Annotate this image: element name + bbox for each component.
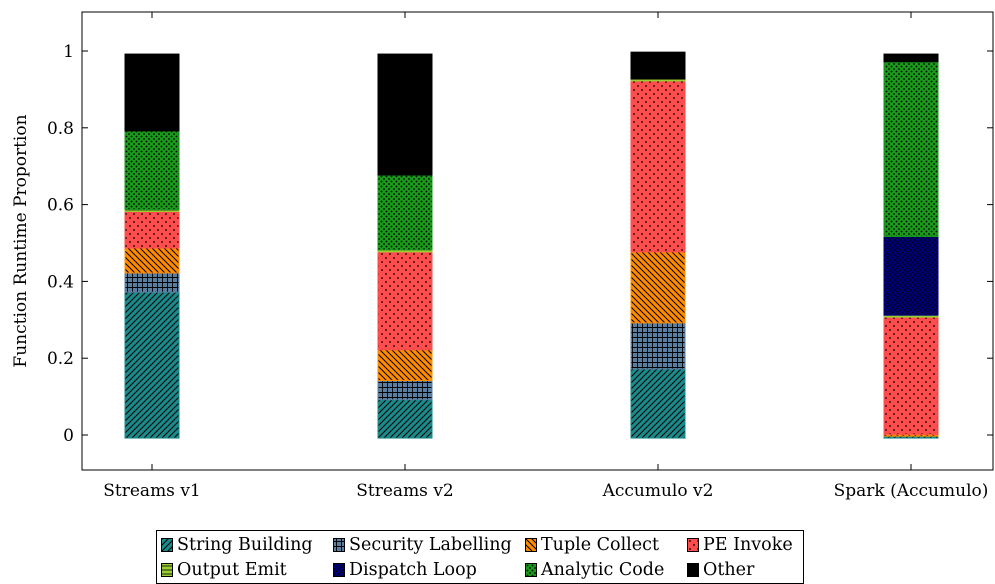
bar-segment-string-building-streams-v2	[377, 399, 433, 439]
bar-segment-analytic-code-streams-v2	[377, 174, 433, 251]
legend-label: Output Emit	[177, 560, 287, 580]
legend-label: Security Labelling	[349, 535, 512, 555]
bar-segment-pe-invoke-streams-v2	[377, 251, 433, 351]
legend-swatch-tuple-collect	[525, 538, 537, 552]
x-axis: Streams v1 Streams v2 Accumulo v2 Spark (Ac…	[103, 12, 988, 501]
y-tick-label: 1	[63, 42, 74, 62]
bar-segment-other-accumulo-v2	[630, 51, 686, 80]
legend-swatch-string-building	[161, 538, 173, 552]
legend-swatch-analytic-code	[525, 563, 537, 577]
legend-label: PE Invoke	[703, 535, 793, 555]
bar-segment-analytic-code-spark-accumulo	[883, 61, 939, 237]
legend-label: Tuple Collect	[541, 535, 659, 555]
x-tick-label: Streams v2	[356, 481, 453, 501]
legend: String Building Security Labelling Tuple C…	[156, 530, 804, 584]
y-tick-label: 0.6	[47, 196, 74, 216]
y-tick-label: 0	[63, 426, 74, 446]
x-tick-label: Accumulo v2	[602, 481, 714, 501]
y-axis-label: Function Runtime Proportion	[11, 114, 31, 367]
bar-segment-dispatch-loop-spark-accumulo	[883, 235, 939, 316]
legend-item-analytic-code: Analytic Code	[525, 558, 664, 582]
bar-segment-pe-invoke-spark-accumulo	[883, 316, 939, 435]
y-axis: 0 0.2 0.4 0.6 0.8 1	[47, 42, 993, 446]
bar-segment-other-spark-accumulo	[883, 53, 939, 63]
y-tick-label: 0.2	[47, 349, 74, 369]
bar-segment-other-streams-v1	[124, 53, 180, 132]
legend-label: Other	[703, 560, 755, 580]
legend-swatch-other	[687, 563, 699, 577]
bars	[124, 51, 939, 439]
legend-label: Analytic Code	[541, 560, 665, 580]
bar-segment-pe-invoke-accumulo-v2	[630, 80, 686, 253]
legend-item-output-emit: Output Emit	[161, 558, 287, 582]
bar-segment-security-labelling-streams-v2	[377, 379, 433, 401]
bar-segment-tuple-collect-accumulo-v2	[630, 251, 686, 324]
y-tick-label: 0.8	[47, 119, 74, 139]
bar-segment-tuple-collect-streams-v2	[377, 349, 433, 381]
bar-segment-pe-invoke-streams-v1	[124, 211, 180, 249]
legend-item-security-labelling: Security Labelling	[333, 533, 512, 557]
x-tick-label: Streams v1	[103, 481, 200, 501]
legend-item-pe-invoke: PE Invoke	[687, 533, 793, 557]
legend-item-string-building: String Building	[161, 533, 313, 557]
legend-label: Dispatch Loop	[349, 560, 477, 580]
bar-segment-string-building-accumulo-v2	[630, 368, 686, 439]
legend-label: String Building	[177, 535, 313, 555]
plot-frame	[81, 11, 994, 471]
legend-item-dispatch-loop: Dispatch Loop	[333, 558, 477, 582]
legend-swatch-dispatch-loop	[333, 563, 345, 577]
legend-item-other: Other	[687, 558, 754, 582]
x-tick-label: Spark (Accumulo)	[834, 481, 989, 501]
bar-segment-other-streams-v2	[377, 53, 433, 176]
legend-swatch-output-emit	[161, 563, 173, 577]
legend-swatch-pe-invoke	[687, 538, 699, 552]
bar-segment-security-labelling-streams-v1	[124, 272, 180, 293]
legend-item-tuple-collect: Tuple Collect	[525, 533, 659, 557]
bar-segment-string-building-streams-v1	[124, 291, 180, 439]
bar-segment-tuple-collect-streams-v1	[124, 247, 180, 274]
bar-segment-analytic-code-streams-v1	[124, 130, 180, 211]
y-tick-label: 0.4	[47, 272, 74, 292]
bar-segment-security-labelling-accumulo-v2	[630, 322, 686, 370]
legend-swatch-security-labelling	[333, 538, 345, 552]
